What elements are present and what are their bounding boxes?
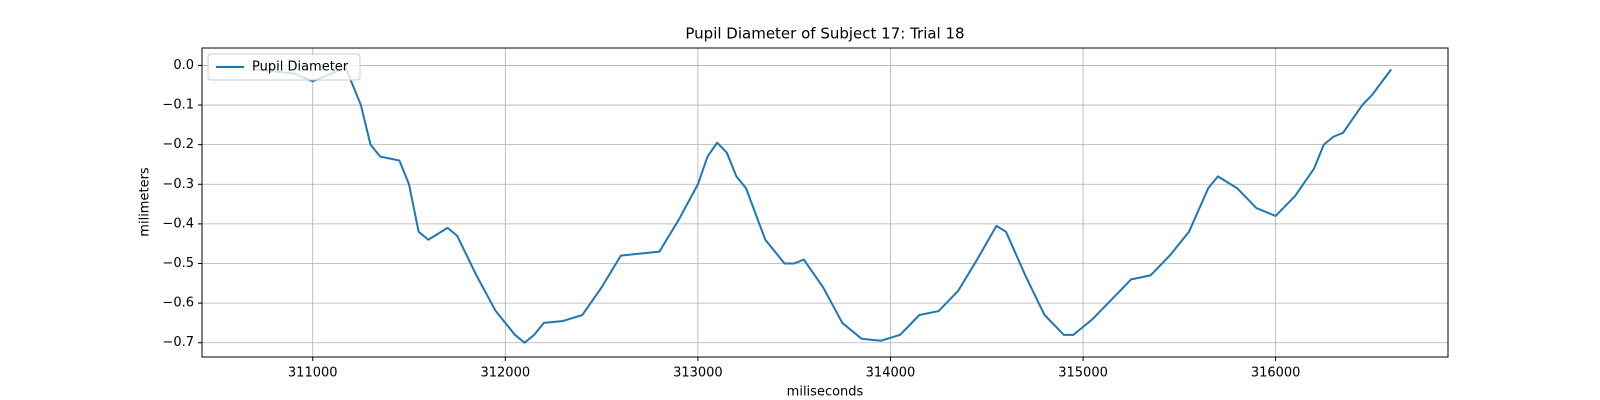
y-tick-label: −0.3 [162, 177, 194, 192]
y-tick-label: −0.7 [162, 335, 194, 350]
x-tick-label: 314000 [866, 366, 916, 381]
x-tick-label: 312000 [480, 366, 530, 381]
x-tick-label: 311000 [288, 366, 338, 381]
legend-box [207, 53, 361, 81]
y-tick-label: −0.2 [162, 137, 194, 152]
y-tick-label: 0.0 [173, 58, 194, 73]
x-tick-label: 313000 [673, 366, 723, 381]
data-line [254, 66, 1392, 344]
legend: Pupil Diameter [207, 53, 361, 81]
x-tick-label: 315000 [1058, 366, 1108, 381]
chart-title: Pupil Diameter of Subject 17: Trial 18 [685, 25, 964, 43]
legend-label: Pupil Diameter [252, 60, 349, 75]
y-tick-label: −0.1 [162, 98, 194, 113]
y-tick-label: −0.5 [162, 256, 194, 271]
x-tick-label: 316000 [1251, 366, 1301, 381]
x-axis-label: miliseconds [787, 385, 864, 400]
y-tick-label: −0.6 [162, 296, 194, 311]
y-tick-label: −0.4 [162, 216, 194, 231]
plot-frame [201, 47, 1449, 358]
y-axis-label: milimeters [138, 167, 153, 237]
